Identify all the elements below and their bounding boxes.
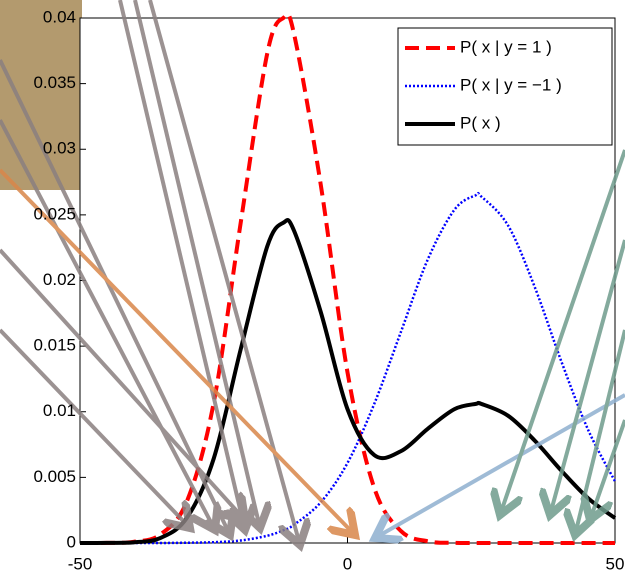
y-tick-label: 0.04 (43, 7, 76, 26)
y-tick-label: 0.025 (33, 204, 76, 223)
arrow (0, 119, 215, 530)
arrow (550, 239, 625, 515)
y-tick-label: 0.01 (43, 401, 76, 420)
series-line (79, 12, 615, 546)
x-tick-label: -50 (68, 554, 93, 573)
y-tick-label: 0.03 (43, 139, 76, 158)
arrow (133, 0, 260, 528)
y-tick-label: 0 (67, 532, 76, 551)
x-tick-label: 0 (343, 554, 352, 573)
legend-label: P( x | y = −1 ) (460, 75, 562, 94)
arrow (375, 393, 625, 538)
arrow (590, 419, 625, 520)
photo-patch (0, 0, 82, 190)
arrow (0, 328, 190, 528)
legend: P( x | y = 1 ) P( x | y = −1 ) P( x ) (397, 27, 613, 146)
y-tick-label: 0.02 (43, 270, 76, 289)
arrow (0, 248, 245, 520)
y-tick-label: 0.035 (33, 73, 76, 92)
legend-items: P( x | y = 1 ) P( x | y = −1 ) P( x ) (405, 37, 562, 132)
series-line (79, 191, 617, 545)
overlay-arrows (0, 0, 625, 545)
arrow (118, 0, 245, 530)
x-tick-label: 50 (606, 554, 625, 573)
y-tick-label: 0.015 (33, 336, 76, 355)
arrow (0, 59, 230, 535)
arrow (0, 168, 355, 535)
legend-label: P( x ) (460, 113, 501, 132)
arrow (500, 149, 625, 515)
y-tick-label: 0.005 (33, 467, 76, 486)
legend-label: P( x | y = 1 ) (460, 37, 552, 56)
